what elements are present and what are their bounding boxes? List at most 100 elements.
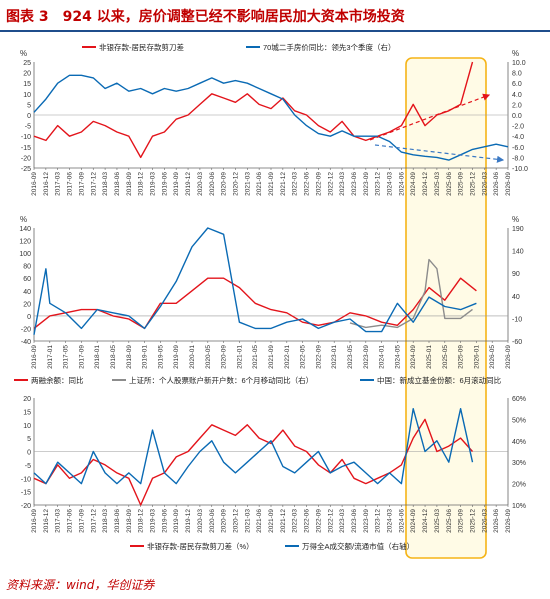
y-left-tick-label: 60 xyxy=(23,276,31,283)
x-tick-label: 2021-06 xyxy=(256,172,263,196)
x-tick-label: 2024-03 xyxy=(387,509,394,533)
x-tick-label: 2023-06 xyxy=(351,509,358,533)
x-tick-label: 2022-06 xyxy=(304,172,311,196)
x-tick-label: 2025-12 xyxy=(469,509,476,533)
legend-label: 万得全A成交额/流通市值（右轴） xyxy=(302,541,414,551)
x-tick-label: 2020-05 xyxy=(205,345,212,369)
x-tick-label: 2017-03 xyxy=(55,172,62,196)
y-left-tick-label: -40 xyxy=(21,339,31,346)
x-tick-label: 2017-03 xyxy=(55,509,62,533)
x-tick-label: 2020-12 xyxy=(232,172,239,196)
y-left-tick-label: 80 xyxy=(23,264,31,271)
x-tick-label: 2018-09 xyxy=(126,509,133,533)
x-tick-label: 2021-09 xyxy=(268,345,275,369)
x-tick-label: 2016-09 xyxy=(31,509,38,533)
y-left-tick-label: 0 xyxy=(27,314,31,321)
x-tick-label: 2025-05 xyxy=(442,345,449,369)
y-left-tick-label: -15 xyxy=(21,490,31,497)
x-tick-label: 2022-06 xyxy=(304,509,311,533)
x-tick-label: 2019-03 xyxy=(150,509,157,533)
x-tick-label: 2022-03 xyxy=(292,172,299,196)
x-tick-label: 2022-09 xyxy=(315,172,322,196)
x-tick-label: 2024-12 xyxy=(422,172,429,196)
x-tick-label: 2017-05 xyxy=(63,345,70,369)
y-right-tick-label: -60 xyxy=(512,339,522,346)
y-left-tick-label: 0 xyxy=(27,450,31,457)
x-tick-label: 2022-12 xyxy=(327,509,334,533)
x-tick-label: 2024-06 xyxy=(398,172,405,196)
y-right-tick-label: 20% xyxy=(512,482,526,489)
x-tick-label: 2018-12 xyxy=(138,509,145,533)
x-tick-label: 2019-06 xyxy=(161,172,168,196)
y-left-tick-label: 140 xyxy=(19,226,31,233)
x-tick-label: 2023-09 xyxy=(363,509,370,533)
x-tick-label: 2017-01 xyxy=(47,345,54,369)
y-left-tick-label: 20 xyxy=(23,71,31,78)
y-right-tick-label: 8.0 xyxy=(512,71,522,78)
x-tick-label: 2018-06 xyxy=(114,172,121,196)
legend-label: 中国：新成立基金份额：6月滚动同比 xyxy=(377,375,502,385)
x-tick-label: 2021-09 xyxy=(268,509,275,533)
x-tick-label: 2021-05 xyxy=(252,345,259,369)
x-tick-label: 2025-03 xyxy=(434,172,441,196)
y-right-tick-label: 60% xyxy=(512,396,526,403)
x-tick-label: 2024-01 xyxy=(379,345,386,369)
x-tick-label: 2023-09 xyxy=(363,172,370,196)
x-tick-label: 2026-06 xyxy=(493,172,500,196)
x-tick-label: 2024-09 xyxy=(410,172,417,196)
y-right-tick-label: -8.0 xyxy=(512,155,524,162)
x-tick-label: 2026-09 xyxy=(505,509,512,533)
y-right-tick-label: 50% xyxy=(512,417,526,424)
y-right-tick-label: 90 xyxy=(512,271,520,278)
legend-label: 上证所：个人股票账户新开户数：6个月移动同比（右） xyxy=(129,375,313,385)
y-right-tick-label: 190 xyxy=(512,226,524,233)
x-tick-label: 2021-12 xyxy=(280,172,287,196)
x-tick-label: 2020-09 xyxy=(221,172,228,196)
series-line-0-0 xyxy=(33,61,474,159)
x-tick-label: 2020-09 xyxy=(221,345,228,369)
x-tick-label: 2017-06 xyxy=(67,172,74,196)
x-tick-label: 2021-12 xyxy=(280,509,287,533)
series-line-1-0 xyxy=(33,277,477,330)
x-tick-label: 2023-06 xyxy=(351,172,358,196)
y-left-tick-label: 10 xyxy=(23,92,31,99)
x-tick-label: 2017-09 xyxy=(78,509,85,533)
x-tick-label: 2023-03 xyxy=(339,172,346,196)
x-tick-label: 2017-09 xyxy=(78,345,85,369)
y-right-unit-label: % xyxy=(512,215,519,224)
x-tick-label: 2019-12 xyxy=(185,509,192,533)
y-right-tick-label: 40% xyxy=(512,439,526,446)
x-tick-label: 2017-09 xyxy=(78,172,85,196)
x-tick-label: 2016-09 xyxy=(31,172,38,196)
y-left-tick-label: 100 xyxy=(19,251,31,258)
x-tick-label: 2020-01 xyxy=(189,345,196,369)
x-tick-label: 2021-01 xyxy=(236,345,243,369)
legend-label: 两融余额：同比 xyxy=(31,375,84,385)
y-left-tick-label: 40 xyxy=(23,289,31,296)
x-tick-label: 2025-06 xyxy=(446,172,453,196)
y-left-tick-label: 25 xyxy=(23,60,31,67)
x-tick-label: 2018-12 xyxy=(138,172,145,196)
y-left-tick-label: -10 xyxy=(21,476,31,483)
y-left-tick-label: 15 xyxy=(23,409,31,416)
legend-label: 70城二手房价同比：领先3个季度（右） xyxy=(263,42,396,52)
y-right-tick-label: -10.0 xyxy=(512,166,528,173)
x-tick-label: 2019-09 xyxy=(173,509,180,533)
y-left-tick-label: -5 xyxy=(25,124,31,131)
y-right-tick-label: -10 xyxy=(512,316,522,323)
x-tick-label: 2018-03 xyxy=(102,172,109,196)
y-left-unit-label: % xyxy=(20,215,27,224)
x-tick-label: 2019-01 xyxy=(142,345,149,369)
x-tick-label: 2023-03 xyxy=(339,509,346,533)
x-tick-label: 2022-03 xyxy=(292,509,299,533)
y-left-tick-label: 10 xyxy=(23,423,31,430)
y-left-tick-label: 15 xyxy=(23,81,31,88)
x-tick-label: 2020-09 xyxy=(221,509,228,533)
x-tick-label: 2019-09 xyxy=(173,172,180,196)
y-left-tick-label: -20 xyxy=(21,326,31,333)
x-tick-label: 2026-03 xyxy=(481,172,488,196)
x-tick-label: 2016-12 xyxy=(43,172,50,196)
series-line-0-1 xyxy=(33,74,509,161)
x-tick-label: 2022-01 xyxy=(284,345,291,369)
